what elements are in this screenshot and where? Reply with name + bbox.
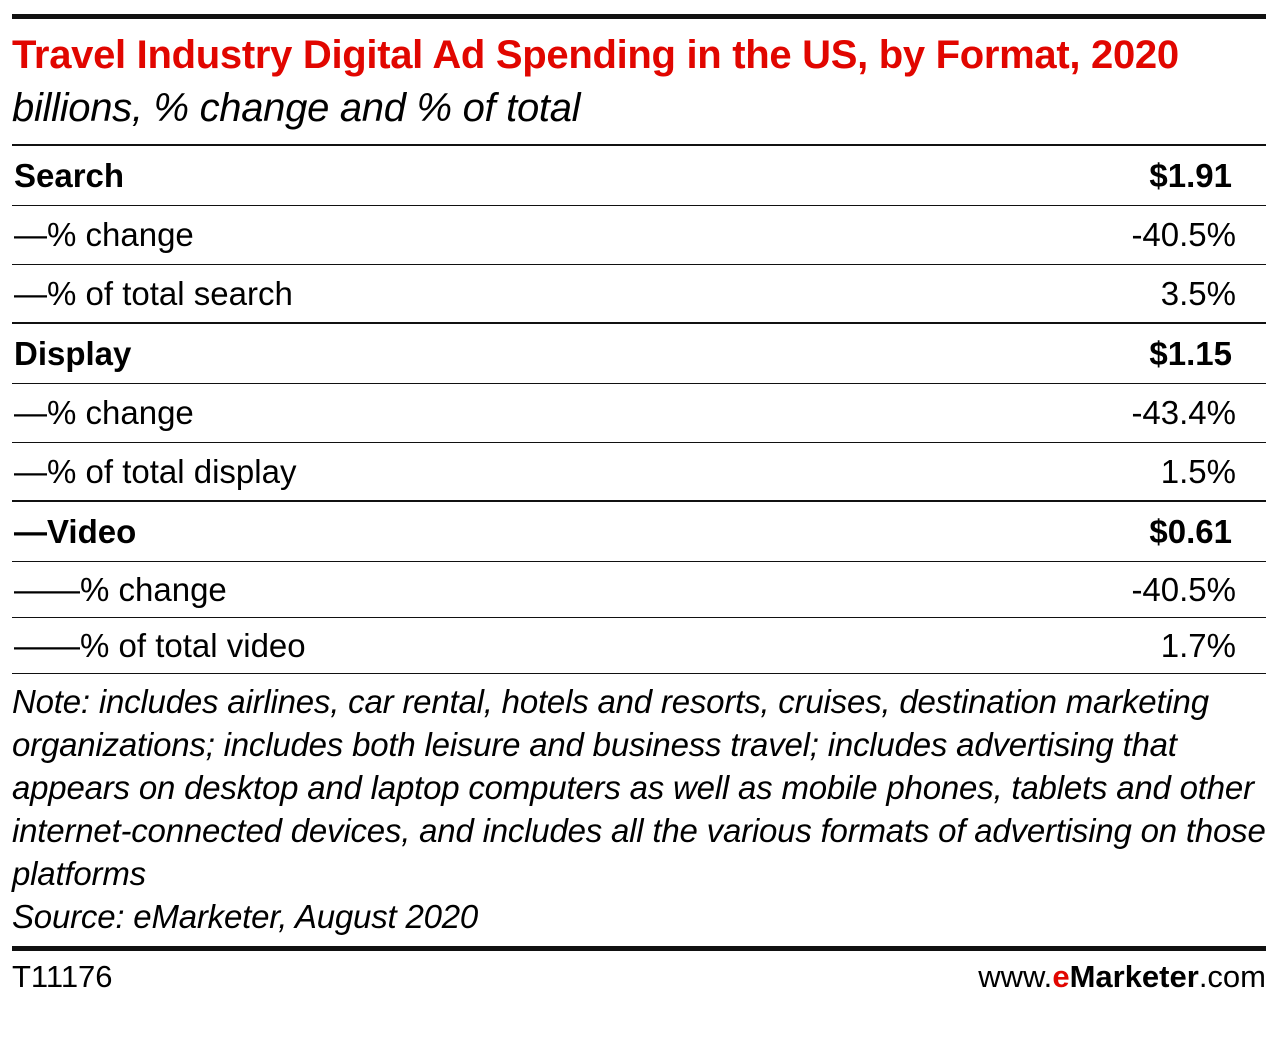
chart-page: Travel Industry Digital Ad Spending in t… (12, 14, 1266, 1003)
table-row: —Video $0.61 (12, 502, 1266, 562)
row-label: —% change (14, 216, 194, 253)
row-value: $0.61 (1149, 512, 1232, 550)
table-row: ——% of total video 1.7% (12, 618, 1266, 674)
brand-logo: www.eMarketer.com (978, 959, 1266, 995)
row-label: —% change (14, 394, 194, 431)
row-value: 3.5% (1160, 274, 1236, 312)
row-value: $1.15 (1149, 334, 1232, 372)
table-row: —% change -43.4% (12, 384, 1266, 443)
row-label: —% of total search (14, 274, 293, 312)
row-label: ——% of total video (14, 626, 306, 664)
top-rule (12, 14, 1266, 19)
row-value: 1.7% (1160, 626, 1236, 664)
row-value: -40.5% (1131, 570, 1236, 608)
brand-e: e (1052, 959, 1070, 994)
brand-suffix: .com (1198, 959, 1266, 994)
table-row: —% change -40.5% (12, 206, 1266, 265)
row-label: ——% change (14, 570, 227, 608)
brand-name: Marketer (1069, 959, 1199, 994)
table-row: ——% change -40.5% (12, 562, 1266, 618)
table-row: Search $1.91 (12, 146, 1266, 206)
row-label: —% of total display (14, 452, 297, 490)
notes-block: Note: includes airlines, car rental, hot… (12, 680, 1266, 938)
row-label: Display (14, 334, 132, 372)
table-row: —% of total search 3.5% (12, 265, 1266, 324)
brand-prefix: www. (978, 959, 1053, 994)
row-value: -43.4% (1131, 394, 1236, 431)
bottom-rule (12, 946, 1266, 951)
chart-title: Travel Industry Digital Ad Spending in t… (12, 33, 1179, 77)
table-row: —% of total display 1.5% (12, 443, 1266, 502)
chart-id: T11176 (12, 959, 113, 994)
table-row: Display $1.15 (12, 324, 1266, 384)
row-value: 1.5% (1160, 452, 1236, 490)
row-value: -40.5% (1131, 216, 1236, 253)
footer: T11176 www.eMarketer.com (12, 951, 1266, 1003)
source-text: Source: eMarketer, August 2020 (12, 898, 479, 935)
row-label: —Video (14, 512, 137, 550)
note-text: Note: includes airlines, car rental, hot… (12, 683, 1266, 892)
row-value: $1.91 (1149, 156, 1232, 194)
data-table: Search $1.91 —% change -40.5% —% of total se… (12, 144, 1266, 674)
chart-subtitle: billions, % change and % of total (12, 86, 581, 130)
row-label: Search (14, 156, 125, 194)
